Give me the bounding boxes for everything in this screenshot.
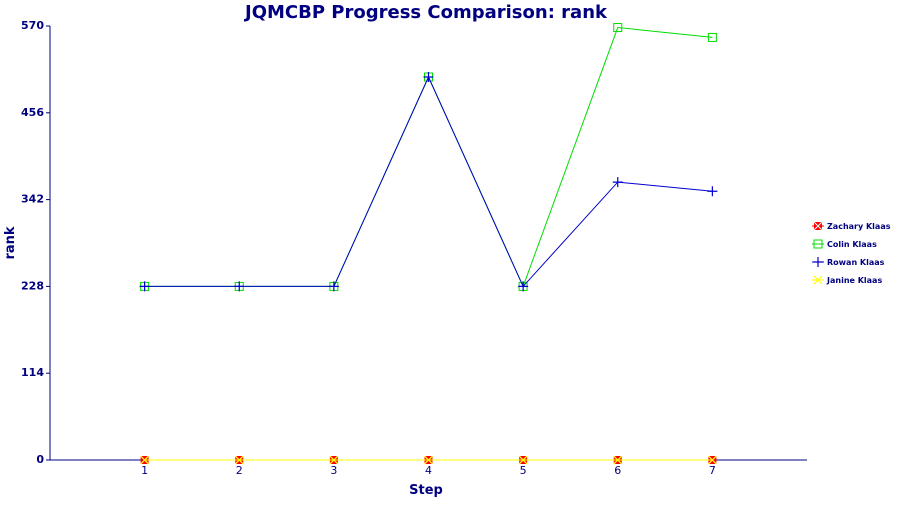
data-point-rowan-klaas	[139, 281, 150, 292]
legend-item-colin-klaas: Colin Klaas	[812, 239, 877, 249]
y-tick-label: 342	[21, 193, 44, 206]
x-tick-label: 6	[614, 464, 621, 477]
data-point-rowan-klaas	[707, 186, 718, 197]
series-janine-klaas	[140, 455, 717, 465]
series-colin-klaas	[140, 23, 717, 291]
x-tick-label: 2	[236, 464, 243, 477]
y-tick-label: 114	[21, 366, 44, 379]
y-tick-label: 228	[21, 279, 44, 292]
x-tick-label: 3	[330, 464, 337, 477]
legend-marker	[813, 221, 823, 231]
legend-item-zachary-klaas: Zachary Klaas	[812, 221, 891, 231]
legend-item-janine-klaas: Janine Klaas	[812, 275, 882, 285]
y-axis-label: rank	[3, 226, 18, 259]
data-point-rowan-klaas	[423, 72, 434, 83]
legend-marker	[813, 239, 823, 249]
data-point-janine-klaas	[329, 455, 339, 465]
legend-marker	[813, 275, 823, 285]
legend-label: Janine Klaas	[826, 276, 882, 285]
y-tick-label: 456	[21, 106, 44, 119]
data-point-janine-klaas	[518, 455, 528, 465]
chart-title: JQMCBP Progress Comparison: rank	[243, 2, 608, 23]
x-tick-label: 5	[520, 464, 527, 477]
series-rowan-klaas	[139, 72, 718, 292]
x-tick-label: 1	[141, 464, 148, 477]
data-point-janine-klaas	[707, 455, 717, 465]
series-line-colin-klaas	[144, 26, 713, 288]
data-point-rowan-klaas	[518, 281, 529, 292]
x-axis-label: Step	[409, 483, 443, 498]
legend-item-rowan-klaas: Rowan Klaas	[812, 257, 885, 267]
legend-label: Colin Klaas	[827, 240, 877, 249]
series-line-rowan-klaas	[144, 75, 713, 288]
y-tick-label: 0	[36, 453, 44, 466]
legend-marker	[813, 257, 823, 267]
data-point-colin-klaas	[707, 32, 717, 42]
legend: Zachary Klaas Colin Klaas Rowan Klaas Janin…	[812, 221, 891, 285]
data-point-janine-klaas	[613, 455, 623, 465]
data-point-rowan-klaas	[234, 281, 245, 292]
legend-label: Zachary Klaas	[827, 222, 891, 231]
data-point-janine-klaas	[424, 455, 433, 465]
data-point-rowan-klaas	[328, 281, 339, 292]
legend-label: Rowan Klaas	[827, 258, 885, 267]
data-point-rowan-klaas	[612, 177, 623, 188]
x-tick-label: 4	[425, 464, 432, 477]
plot-area	[139, 23, 718, 465]
x-tick-label: 7	[709, 464, 716, 477]
data-point-janine-klaas	[140, 455, 150, 465]
data-point-colin-klaas	[613, 23, 623, 33]
y-tick-label: 570	[21, 19, 44, 32]
data-point-janine-klaas	[234, 455, 244, 465]
